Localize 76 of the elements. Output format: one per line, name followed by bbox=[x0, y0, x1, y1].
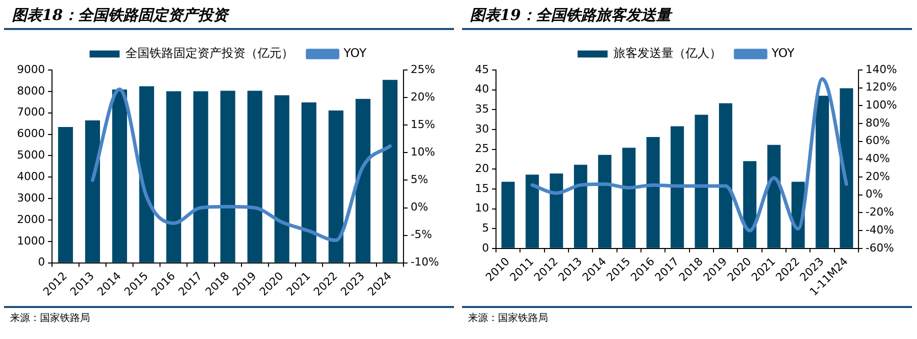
y-tick-label: 1000 bbox=[16, 234, 45, 248]
y-tick-label: 6000 bbox=[16, 127, 45, 140]
y2-tick-label: 60% bbox=[866, 134, 890, 148]
y2-tick-label: 100% bbox=[866, 98, 898, 112]
y2-tick-label: 0% bbox=[866, 188, 884, 201]
y2-tick-label: 80% bbox=[866, 116, 890, 130]
y-tick-label: 3000 bbox=[16, 191, 45, 204]
legend-label: YOY bbox=[770, 46, 796, 60]
bar bbox=[598, 154, 612, 248]
y-tick-label: 15 bbox=[474, 182, 489, 195]
source-note: 来源：国家铁路局 bbox=[468, 312, 549, 325]
y2-tick-label: -20% bbox=[866, 206, 894, 219]
y2-tick-label: 0% bbox=[410, 200, 428, 214]
y2-tick-label: 20% bbox=[866, 170, 890, 183]
y-tick-label: 9000 bbox=[16, 62, 45, 76]
chart-title: 图表18：全国铁路固定资产投资 bbox=[4, 2, 454, 30]
y-tick-label: 7000 bbox=[16, 106, 45, 119]
y-tick-label: 4000 bbox=[16, 170, 45, 184]
bar bbox=[646, 137, 660, 248]
y2-tick-label: 40% bbox=[866, 152, 890, 166]
legend-label: YOY bbox=[342, 46, 368, 60]
bar bbox=[694, 114, 708, 248]
bar bbox=[816, 96, 829, 248]
bar bbox=[85, 120, 100, 262]
y-tick-label: 10 bbox=[474, 202, 489, 215]
bar bbox=[139, 86, 154, 262]
bar bbox=[328, 110, 344, 262]
y2-tick-label: 10% bbox=[410, 146, 436, 159]
y2-tick-label: 140% bbox=[866, 62, 898, 76]
bar bbox=[58, 127, 73, 262]
y2-tick-label: -40% bbox=[866, 223, 894, 236]
chart-title: 图表19：全国铁路旅客发送量 bbox=[462, 2, 912, 30]
y2-tick-label: -10% bbox=[410, 256, 440, 269]
y-tick-label: 35 bbox=[474, 102, 489, 116]
bar bbox=[166, 91, 182, 262]
bar bbox=[622, 148, 636, 248]
line-series bbox=[90, 88, 392, 242]
y-tick-label: 45 bbox=[474, 62, 489, 76]
bar bbox=[767, 144, 781, 248]
bar bbox=[274, 95, 290, 262]
y-tick-label: 20 bbox=[474, 162, 489, 175]
y-tick-label: 25 bbox=[474, 142, 489, 156]
bar bbox=[718, 103, 732, 248]
bar bbox=[501, 182, 515, 248]
bar bbox=[112, 90, 128, 262]
bar bbox=[670, 126, 684, 248]
line-series bbox=[530, 77, 848, 232]
bar bbox=[247, 90, 262, 262]
y2-tick-label: 15% bbox=[410, 118, 436, 131]
bar bbox=[382, 80, 398, 262]
y2-tick-label: -5% bbox=[410, 228, 432, 242]
bar bbox=[356, 98, 370, 262]
y-tick-label: 5000 bbox=[16, 148, 45, 162]
bar bbox=[220, 90, 236, 262]
bar bbox=[550, 173, 564, 248]
y-tick-label: 40 bbox=[474, 82, 489, 96]
bar bbox=[301, 102, 316, 262]
y2-tick-label: 25% bbox=[410, 62, 436, 76]
source-note: 来源：国家铁路局 bbox=[10, 312, 91, 325]
y2-tick-label: 120% bbox=[866, 80, 898, 94]
y-tick-label: 8000 bbox=[16, 84, 45, 98]
bar bbox=[193, 91, 208, 262]
y-tick-label: 30 bbox=[474, 122, 489, 136]
y-tick-label: 0 bbox=[38, 256, 45, 269]
bar bbox=[840, 88, 854, 248]
y2-tick-label: 5% bbox=[410, 173, 428, 186]
legend-label: 旅客发送量（亿人） bbox=[614, 46, 722, 60]
y2-tick-label: -60% bbox=[866, 241, 894, 254]
bar bbox=[526, 174, 539, 248]
y-tick-label: 5 bbox=[482, 221, 489, 234]
bar bbox=[743, 161, 756, 248]
y-tick-label: 2000 bbox=[16, 212, 45, 226]
bar bbox=[574, 164, 588, 248]
legend-label: 全国铁路固定资产投资（亿元） bbox=[126, 46, 294, 60]
y2-tick-label: 20% bbox=[410, 90, 436, 104]
y-tick-label: 0 bbox=[482, 241, 489, 254]
